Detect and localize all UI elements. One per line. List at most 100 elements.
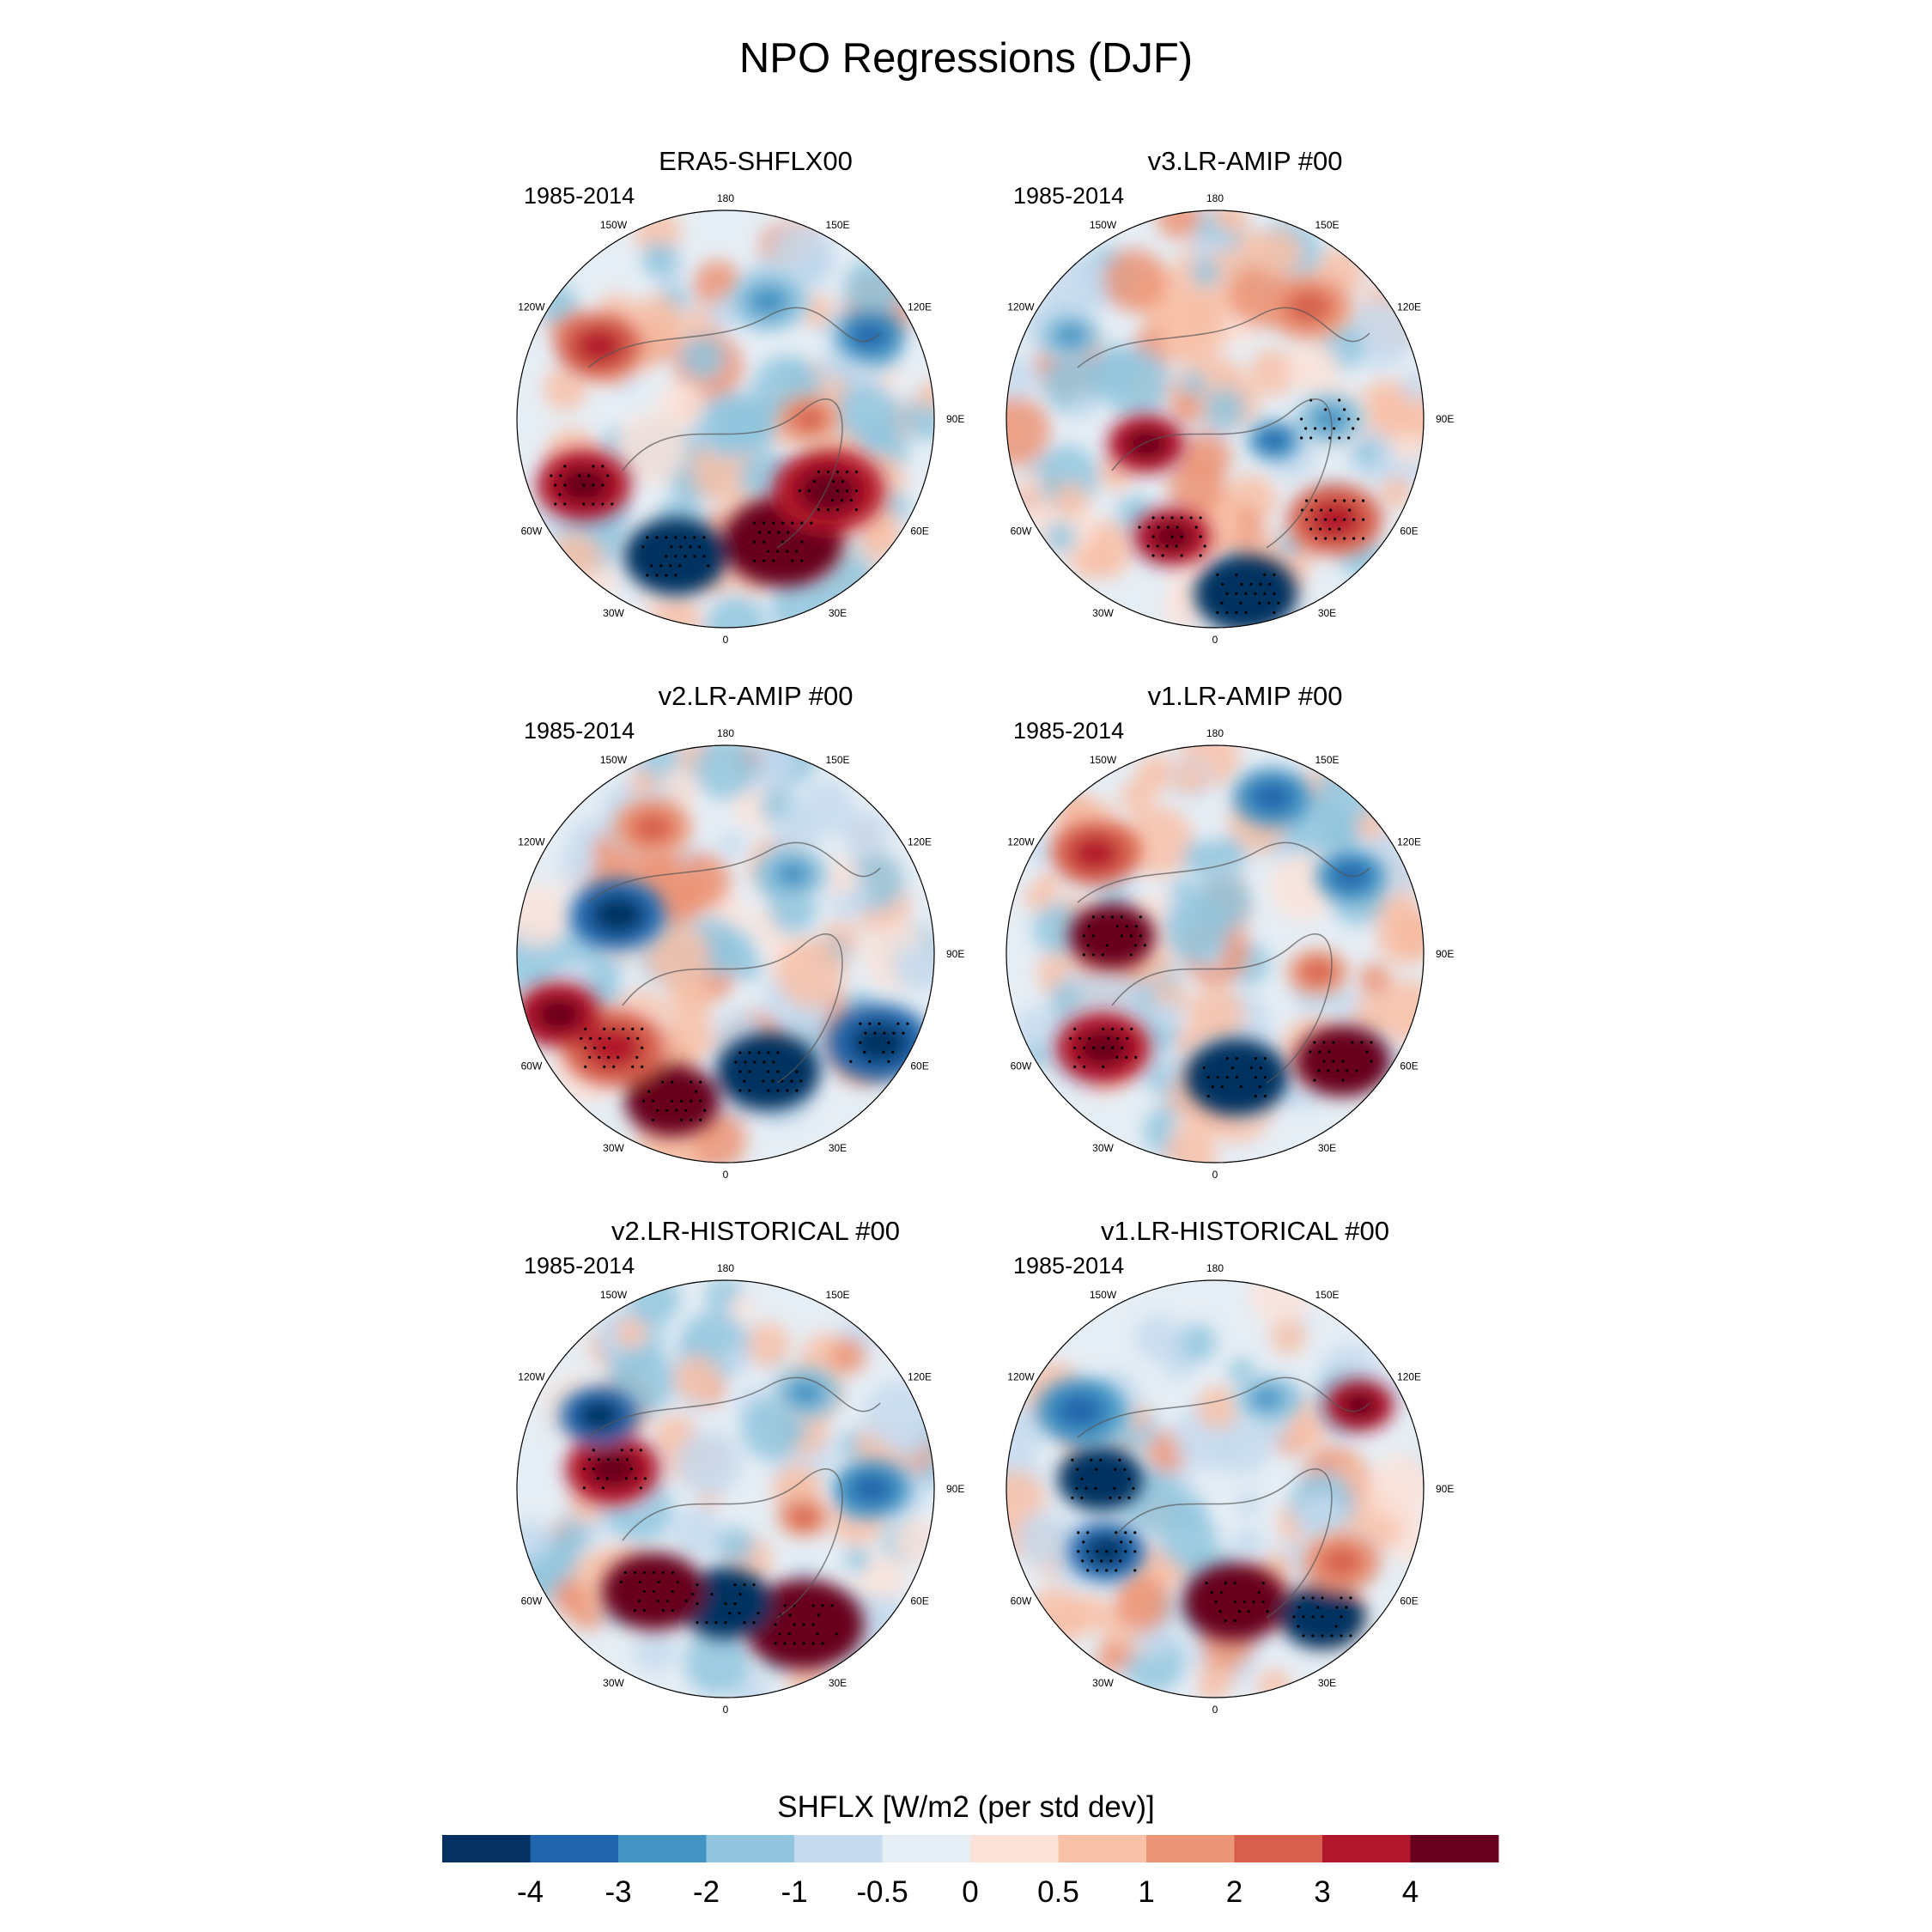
longitude-label: 30E xyxy=(1318,1677,1336,1689)
field-patch xyxy=(1164,1127,1218,1163)
field-anomaly-core xyxy=(797,468,860,513)
longitude-label: 90E xyxy=(1436,413,1454,425)
stipple-dot xyxy=(578,474,581,477)
stipple-dot xyxy=(762,540,766,544)
field-patch xyxy=(1286,341,1340,394)
longitude-label: 120W xyxy=(1007,1371,1035,1383)
stipple-dot xyxy=(1324,537,1327,540)
stipple-dot xyxy=(1235,573,1238,577)
stipple-dot xyxy=(1321,1615,1324,1619)
stipple-dot xyxy=(657,1580,660,1584)
field-patch xyxy=(1070,393,1097,419)
stipple-dot xyxy=(821,1604,824,1607)
stipple-dot xyxy=(1314,427,1317,430)
coastline xyxy=(587,1376,881,1438)
stipple-dot xyxy=(1189,516,1193,519)
stipple-dot xyxy=(1180,535,1183,538)
stipple-dot xyxy=(1263,1056,1267,1060)
longitude-label: 30W xyxy=(603,1142,624,1154)
stipple-dot xyxy=(1129,1540,1133,1544)
field-patch xyxy=(667,977,714,1024)
regression-field xyxy=(517,745,934,1163)
stipple-dot xyxy=(1302,1634,1305,1637)
stipple-dot xyxy=(896,1022,900,1025)
field-patch xyxy=(1174,1027,1202,1055)
stipple-dot xyxy=(1311,1615,1315,1619)
stipple-dot xyxy=(1216,611,1219,615)
stipple-dot xyxy=(1111,1027,1115,1030)
polar-map: 180150E120E90E60E30E030W60W90W120W150W xyxy=(1005,192,1454,646)
stipple-dot xyxy=(589,1036,592,1040)
field-patch xyxy=(1249,348,1297,397)
stipple-dot xyxy=(1091,1559,1094,1563)
longitude-label: 180 xyxy=(717,727,734,739)
stipple-dot xyxy=(601,1486,605,1490)
stipple-dot xyxy=(826,508,830,512)
field-patch xyxy=(1006,355,1039,399)
stipple-dot xyxy=(601,465,605,468)
colorbar-tick-label: 4 xyxy=(1402,1875,1419,1909)
colorbar-tick-label: 0 xyxy=(962,1875,978,1909)
field-patch xyxy=(819,350,851,381)
panel-title: v3.LR-AMIP #00 xyxy=(1147,146,1343,176)
stipple-dot xyxy=(1094,1486,1097,1490)
stipple-dot xyxy=(690,1118,693,1121)
field-patch xyxy=(1167,457,1225,515)
stipple-dot xyxy=(1170,535,1174,538)
longitude-label: 60W xyxy=(1011,526,1032,538)
stipple-dot xyxy=(835,489,840,493)
field-patch xyxy=(1170,878,1195,904)
stipple-dot xyxy=(868,1022,872,1025)
stipple-dot xyxy=(774,1642,777,1645)
field-patch xyxy=(1379,476,1413,509)
field-patch xyxy=(633,1628,677,1672)
longitude-label: 150W xyxy=(1090,754,1117,766)
colorbar-tick-label: -1 xyxy=(781,1875,807,1909)
stipple-dot xyxy=(665,1599,669,1603)
field-patch xyxy=(1122,805,1194,877)
longitude-label: 150E xyxy=(1315,219,1339,231)
stipple-dot xyxy=(752,1583,756,1587)
stipple-dot xyxy=(650,564,653,568)
field-patch xyxy=(1178,1323,1217,1363)
stipple-dot xyxy=(702,555,706,558)
stipple-dot xyxy=(1302,1615,1305,1619)
longitude-label: 90E xyxy=(946,413,964,425)
stipple-dot xyxy=(1244,592,1248,596)
stipple-dot xyxy=(1127,1496,1131,1499)
stipple-dot xyxy=(641,1065,644,1068)
longitude-label: 120W xyxy=(1007,301,1035,313)
stipple-dot xyxy=(1327,1069,1330,1072)
longitude-label: 30E xyxy=(1318,1142,1336,1154)
stipple-dot xyxy=(753,521,756,525)
stipple-dot xyxy=(1101,953,1104,957)
stipple-dot xyxy=(753,540,756,544)
stipple-dot xyxy=(1313,1078,1316,1082)
stipple-dot xyxy=(1317,1069,1321,1072)
stipple-dot xyxy=(693,555,696,558)
stipple-dot xyxy=(1237,1610,1241,1613)
stipple-dot xyxy=(812,480,817,483)
stipple-dot xyxy=(783,1642,787,1645)
stippling xyxy=(1069,915,1373,1098)
stipple-dot xyxy=(1199,516,1202,519)
stipple-dot xyxy=(767,1089,770,1092)
longitude-label: 120E xyxy=(1397,301,1421,313)
stipple-dot xyxy=(1352,427,1355,430)
field-patch xyxy=(1340,1459,1365,1485)
stipple-dot xyxy=(612,1027,616,1030)
stipple-dot xyxy=(699,1080,702,1084)
stipple-dot xyxy=(1233,1601,1236,1604)
stipple-dot xyxy=(592,465,595,468)
field-patch xyxy=(1204,387,1246,430)
stipple-dot xyxy=(1078,1036,1082,1040)
stipple-dot xyxy=(690,1080,693,1084)
stipple-dot xyxy=(1133,1531,1137,1534)
field-patch xyxy=(1191,259,1220,288)
stipple-dot xyxy=(1161,554,1164,557)
longitude-label: 150W xyxy=(600,1289,628,1301)
stipple-dot xyxy=(624,1477,628,1480)
stipple-dot xyxy=(1235,1075,1238,1079)
stipple-dot xyxy=(1102,1027,1105,1030)
